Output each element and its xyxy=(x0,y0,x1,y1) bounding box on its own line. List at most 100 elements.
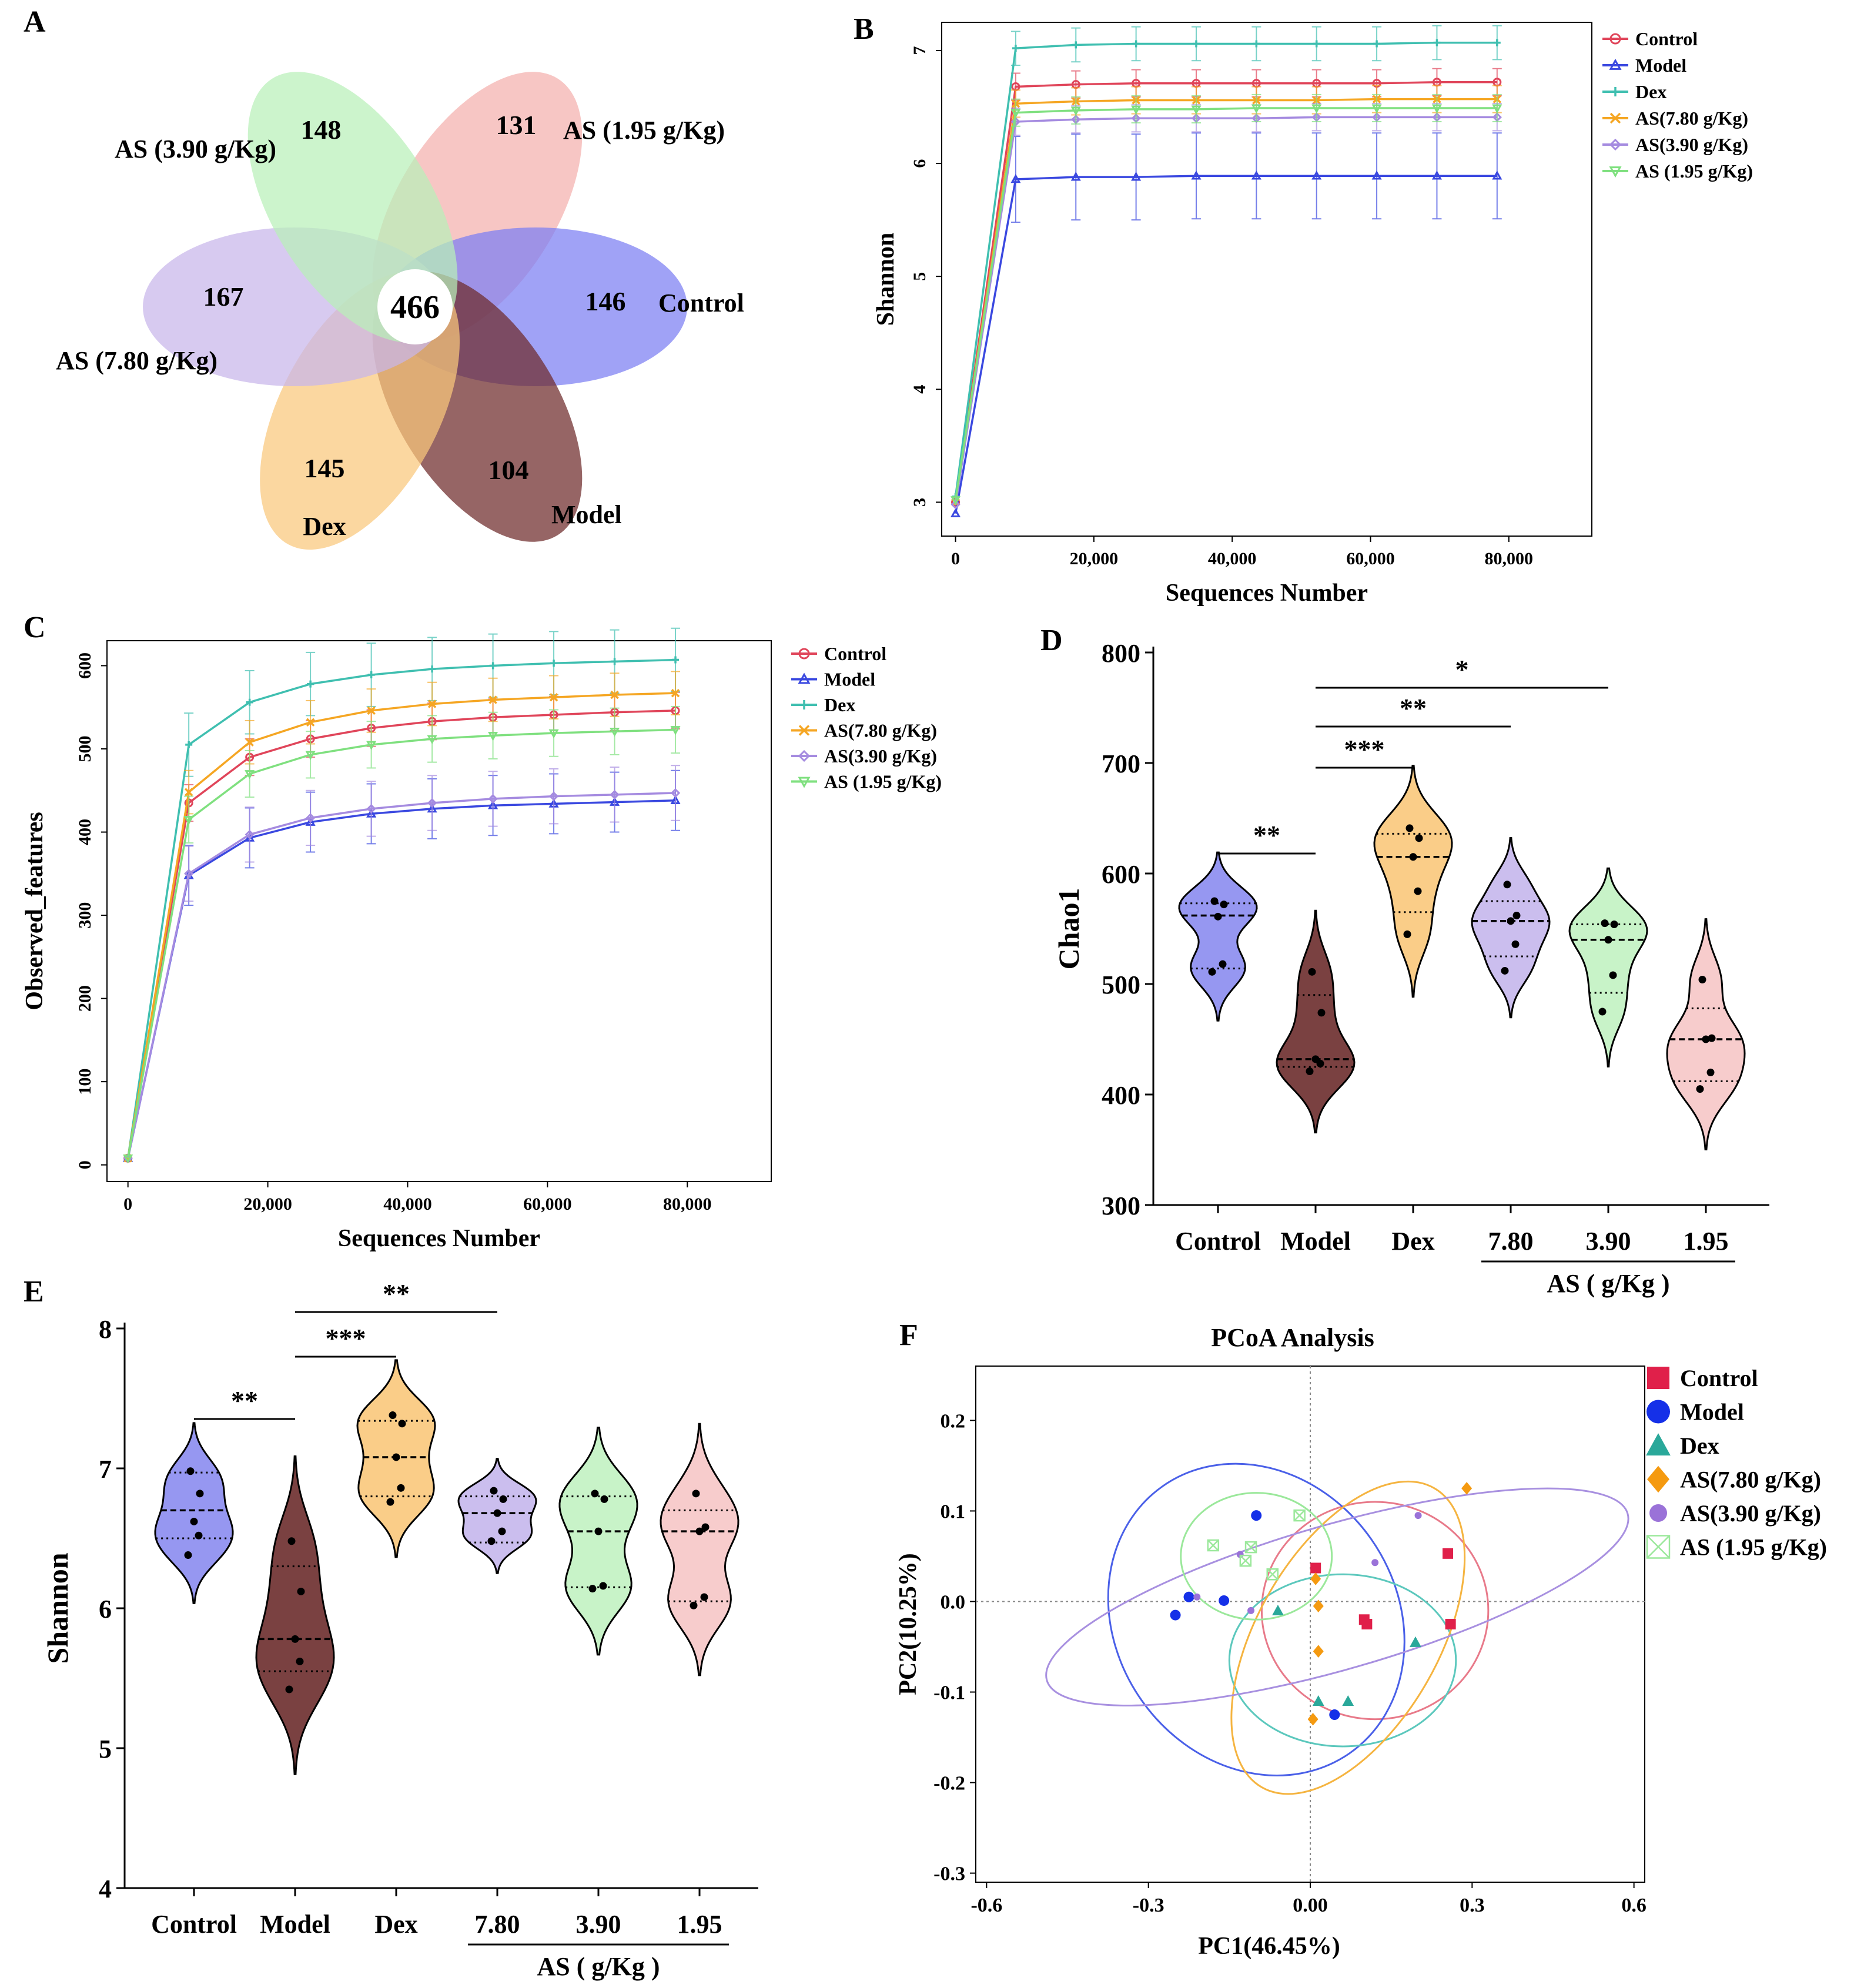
panel-label-a: A xyxy=(24,5,46,39)
x-tick-label: 0.6 xyxy=(1621,1895,1647,1916)
data-point xyxy=(1293,1509,1306,1522)
data-point xyxy=(427,735,437,745)
chart-title: PCoA Analysis xyxy=(1211,1323,1374,1352)
data-point xyxy=(1511,940,1520,948)
legend-label: AS (1.95 g/Kg) xyxy=(1680,1534,1827,1561)
data-point xyxy=(184,1551,192,1559)
y-tick-label: 300 xyxy=(75,902,95,929)
data-point xyxy=(671,688,680,698)
y-tick-label: 700 xyxy=(1102,749,1140,778)
legend-label: Model xyxy=(824,669,875,690)
data-point xyxy=(672,656,680,664)
data-point xyxy=(1610,920,1618,928)
significance-label: ** xyxy=(1253,820,1280,850)
data-point xyxy=(488,695,497,704)
venn-unique-count: 148 xyxy=(301,115,342,145)
data-point xyxy=(490,1487,498,1495)
data-point xyxy=(1183,1591,1194,1602)
data-point xyxy=(1306,1067,1314,1076)
data-point xyxy=(1132,40,1140,48)
violin-1-95 xyxy=(660,1423,739,1676)
data-point xyxy=(1371,170,1382,180)
y-tick-label: -0.3 xyxy=(933,1863,965,1885)
confidence-ellipse-model xyxy=(1107,1462,1405,1776)
data-point xyxy=(1214,912,1222,921)
violin-1-95 xyxy=(1666,918,1746,1150)
data-point xyxy=(1210,897,1219,905)
data-point xyxy=(245,770,255,779)
series-dex xyxy=(952,25,1502,500)
x-tick-label: 3.90 xyxy=(1586,1227,1631,1256)
data-point xyxy=(1207,1539,1220,1552)
y-tick-label: 5 xyxy=(910,272,929,281)
legend-marker xyxy=(1647,1400,1670,1424)
series-line xyxy=(954,41,1497,497)
x-tick-label: 3.90 xyxy=(576,1910,621,1939)
points-model xyxy=(1170,1510,1340,1721)
venn-diagram: 466 131 AS (1.95 g/Kg) 146 Control 104 Model 14… xyxy=(56,72,744,550)
x-tick-label: 0.00 xyxy=(1293,1895,1328,1916)
data-point xyxy=(1409,853,1417,861)
y-tick-label: 0.1 xyxy=(941,1501,966,1522)
data-point xyxy=(123,1154,133,1164)
data-point xyxy=(305,751,316,760)
data-point xyxy=(306,718,315,727)
data-point xyxy=(690,1601,698,1609)
data-point xyxy=(427,700,437,708)
legend-label: Model xyxy=(1680,1399,1744,1425)
y-axis-label: Shannon xyxy=(41,1552,74,1664)
data-point xyxy=(1131,105,1142,115)
group-label: AS ( g/Kg ) xyxy=(1547,1269,1670,1298)
data-point xyxy=(1708,1034,1716,1042)
confidence-ellipse-as-7-80-g-kg xyxy=(1230,1480,1466,1795)
venn-unique-count: 167 xyxy=(203,282,244,312)
data-point xyxy=(184,788,193,796)
violin-model xyxy=(255,1455,335,1775)
series-as-1-95-g-kg xyxy=(123,705,681,1164)
data-point xyxy=(1492,104,1502,114)
x-tick-label: -0.3 xyxy=(1133,1895,1164,1916)
violin-7-80 xyxy=(457,1458,537,1574)
violin-body xyxy=(154,1422,234,1604)
violin-body xyxy=(1276,909,1356,1134)
y-tick-label: 600 xyxy=(1102,860,1140,889)
data-point xyxy=(493,1509,501,1517)
y-tick-label: 800 xyxy=(1102,639,1140,668)
data-point xyxy=(1443,1548,1454,1559)
legend-label: Dex xyxy=(824,694,855,715)
data-point xyxy=(1609,971,1617,979)
x-tick-label: 0 xyxy=(123,1194,132,1214)
x-tick-label: 7.80 xyxy=(1488,1227,1534,1256)
y-tick-label: 4 xyxy=(99,1875,112,1903)
data-point xyxy=(1010,109,1021,118)
data-point xyxy=(1191,170,1202,180)
x-tick-label: 1.95 xyxy=(677,1910,722,1939)
panel-c: C 0 20,000 40,000 60,000 80,000 0 100 200 300 400… xyxy=(0,605,1035,1252)
data-point xyxy=(1208,968,1216,976)
data-point xyxy=(297,1587,305,1595)
points-control xyxy=(1310,1548,1456,1629)
violin-control xyxy=(1178,851,1258,1022)
data-point xyxy=(1445,1619,1456,1629)
panel-label-c: C xyxy=(24,611,46,644)
data-point xyxy=(1461,1482,1473,1495)
shannon-violin-chart: 4 5 6 7 8 Shannon Control Model Dex 7.80 3.90 1.95 A… xyxy=(41,1279,758,1981)
data-point xyxy=(498,1527,506,1535)
series-line xyxy=(954,116,1497,505)
venn-core-count: 466 xyxy=(390,289,440,326)
significance-label: *** xyxy=(326,1323,366,1353)
data-point xyxy=(1310,1562,1321,1574)
data-point xyxy=(1070,172,1081,181)
data-point xyxy=(306,813,316,823)
data-point xyxy=(1373,40,1381,48)
venn-unique-count: 145 xyxy=(304,453,345,483)
venn-core-circle xyxy=(377,269,453,344)
data-point xyxy=(600,1495,608,1503)
series-as-7-80-g-kg xyxy=(951,85,1502,507)
x-tick-label: 20,000 xyxy=(243,1194,292,1214)
data-point xyxy=(1702,1035,1710,1043)
data-point xyxy=(427,798,437,808)
panel-label-f: F xyxy=(899,1318,918,1352)
violin-dex xyxy=(356,1359,436,1558)
data-point xyxy=(594,1527,603,1535)
